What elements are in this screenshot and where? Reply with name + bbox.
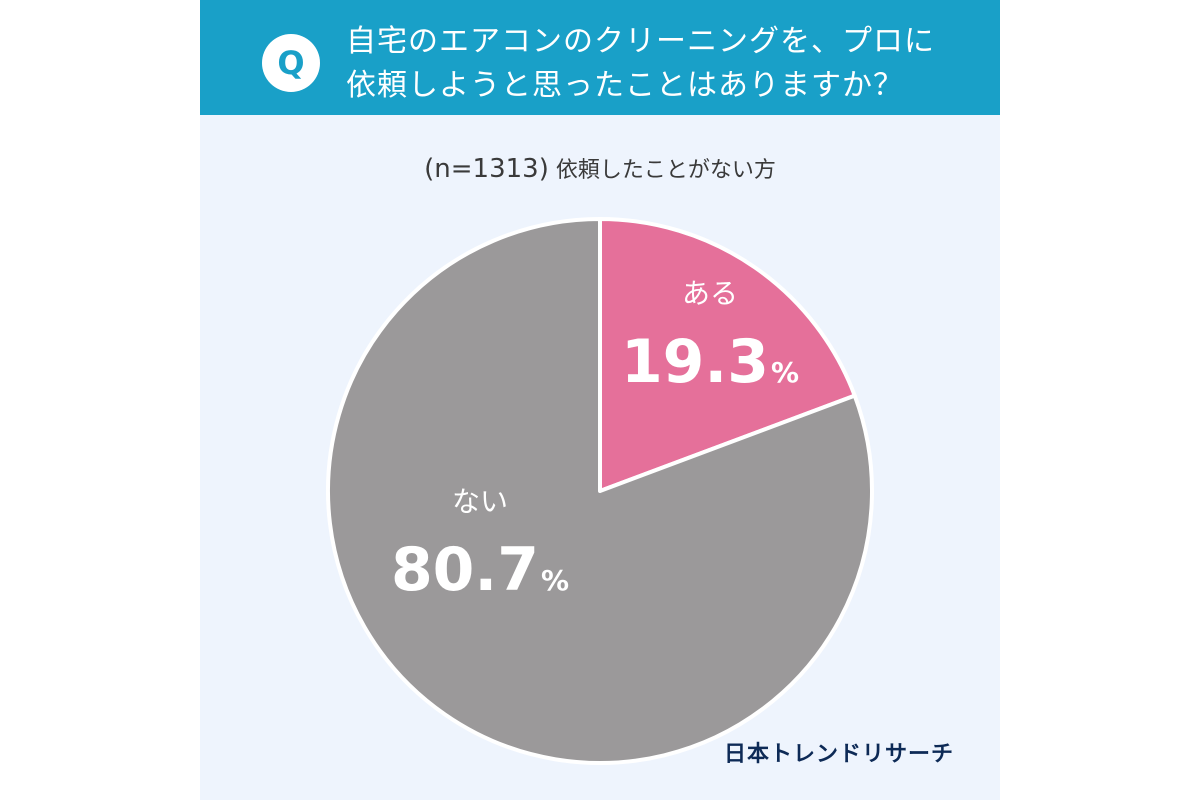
pie-slice-no [326,217,874,765]
slice-value-yes: 19.3% [621,327,799,397]
pie-chart: ある 19.3% ない 80.7% [326,217,874,765]
sample-description: 依頼したことがない方 [555,158,776,183]
slice-label-yes: ある [682,277,738,310]
brand-logo: 日本トレンドリサーチ [723,742,954,767]
question-header: Q 自宅のエアコンのクリーニングを、プロに 依頼しようと思ったことはありますか？ [200,0,1000,115]
sample-subtitle: (n=1313) 依頼したことがない方 [200,152,1000,184]
question-text-line2: 依頼しようと思ったことはありますか？ [346,68,904,103]
chart-card: Q 自宅のエアコンのクリーニングを、プロに 依頼しようと思ったことはありますか？… [200,0,1000,800]
question-text-line1: 自宅のエアコンのクリーニングを、プロに [346,24,935,59]
slice-value-no: 80.7% [391,535,569,605]
pie-slice-yes [598,217,857,493]
slice-label-no: ない [452,485,508,518]
sample-size: (n=1313) [424,154,549,184]
question-badge: Q [262,34,320,92]
